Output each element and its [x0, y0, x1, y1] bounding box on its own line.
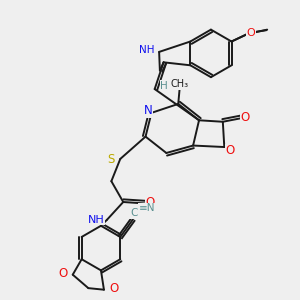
- Text: H: H: [160, 80, 168, 91]
- Text: O: O: [247, 28, 255, 38]
- Text: NH: NH: [88, 215, 104, 225]
- Text: O: O: [241, 111, 250, 124]
- Text: C: C: [130, 208, 137, 218]
- Text: O: O: [58, 267, 68, 280]
- Text: ≡N: ≡N: [139, 203, 155, 213]
- Text: O: O: [146, 196, 154, 209]
- Text: S: S: [108, 153, 115, 166]
- Text: O: O: [247, 28, 255, 38]
- Text: N: N: [144, 104, 153, 117]
- Text: O: O: [109, 282, 119, 295]
- Text: O: O: [226, 144, 235, 157]
- Text: NH: NH: [139, 45, 155, 56]
- Text: CH₃: CH₃: [171, 79, 189, 89]
